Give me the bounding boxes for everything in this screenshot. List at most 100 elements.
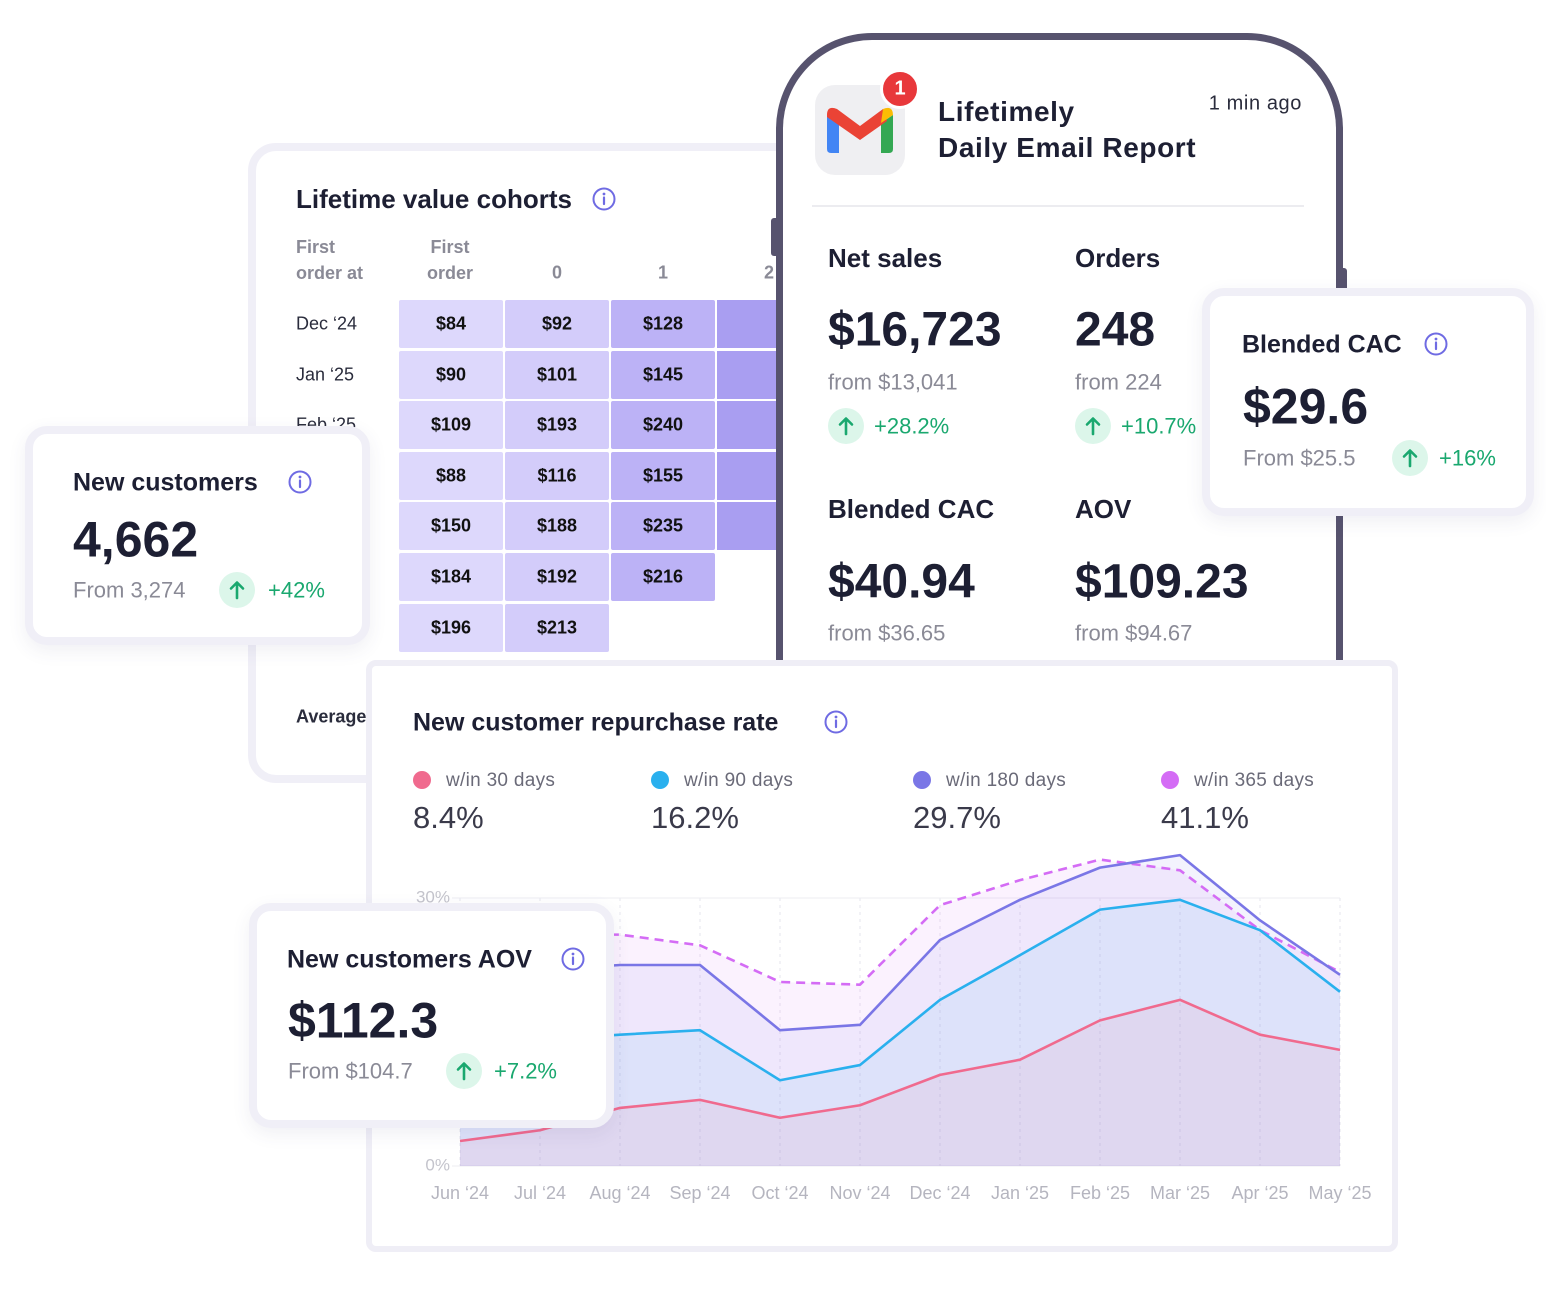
- legend-summary: 16.2%: [651, 800, 739, 836]
- cell-value: $101: [536, 364, 578, 385]
- legend-name: w/in 180 days: [946, 770, 1067, 792]
- cohort-cell: [611, 502, 715, 551]
- badge-count: 1: [894, 77, 906, 100]
- x-tick-label: Feb ‘25: [1070, 1183, 1130, 1203]
- info-dot: [298, 475, 302, 479]
- up-arrow: [456, 1062, 472, 1081]
- row-label: Feb ‘25: [296, 414, 357, 435]
- cohort-cell: [611, 300, 715, 348]
- up-arrow: [1402, 449, 1418, 468]
- metric-previous: from $36.65: [828, 620, 946, 646]
- cell-value: $235: [642, 516, 684, 537]
- cohort-cell: [505, 401, 609, 450]
- legend-dot: [1161, 771, 1179, 789]
- cohort-cell: [611, 350, 715, 399]
- kpi-previous: From $104.7: [288, 1058, 413, 1084]
- cohort-cell: [505, 350, 609, 399]
- x-tick-label: Jun ‘24: [431, 1183, 489, 1203]
- info-circle: [824, 710, 848, 734]
- metric-previous: from $13,041: [828, 369, 958, 395]
- gmail-tile: [815, 85, 905, 175]
- gmail-red: [827, 107, 887, 140]
- gmail-green: [881, 115, 893, 153]
- up-bg: [1392, 440, 1428, 476]
- info-circle: [561, 947, 585, 971]
- x-tick-label: Jan ‘25: [991, 1183, 1049, 1203]
- kpi-change: +7.2%: [494, 1058, 557, 1084]
- cohort-cell: [717, 502, 821, 551]
- cell-value: $88: [435, 465, 467, 486]
- phone-frame: [776, 33, 1343, 733]
- metric-previous: from $94.67: [1075, 620, 1193, 646]
- legend-name: w/in 30 days: [446, 770, 556, 792]
- cohort-cell: [505, 502, 609, 551]
- up-icon: [828, 408, 864, 444]
- info-icon: [592, 187, 616, 211]
- info-dot: [602, 192, 606, 196]
- kpi-value: 4,662: [73, 511, 199, 568]
- up-bg: [1075, 408, 1111, 444]
- info-dot: [834, 715, 838, 719]
- gmail-blue: [827, 115, 839, 153]
- metric-value: 248: [1075, 303, 1156, 357]
- email-subject: Daily Email Report: [938, 131, 1197, 163]
- info-dot: [571, 952, 575, 956]
- cell-value: $128: [642, 313, 684, 334]
- chart-title: New customer repurchase rate: [413, 708, 779, 737]
- cell-value: $90: [435, 364, 467, 385]
- metric-label: Net sales: [828, 243, 943, 274]
- x-tick-label: Mar ‘25: [1150, 1183, 1210, 1203]
- up-bg: [446, 1053, 482, 1089]
- series-line: [459, 858, 1341, 986]
- column-header: 2: [763, 262, 775, 283]
- info-circle: [1424, 332, 1448, 356]
- cohort-cell: [399, 451, 503, 500]
- phone-button: [771, 218, 779, 256]
- series-line: [459, 853, 1341, 1032]
- row-label: Dec ‘24: [296, 313, 358, 334]
- column-header: 0: [551, 262, 563, 283]
- cell-value: $109: [430, 414, 472, 435]
- metric-value: $40.94: [828, 555, 975, 609]
- series-area: [460, 859, 1340, 1166]
- legend-name: w/in 90 days: [684, 770, 794, 792]
- kpi-card: [249, 903, 614, 1128]
- info-circle: [288, 470, 312, 494]
- cell-value: $150: [430, 516, 472, 537]
- cohort-cell: [611, 401, 715, 450]
- legend-summary: 41.1%: [1161, 800, 1249, 836]
- metric-value: $109.23: [1075, 555, 1249, 609]
- cell-value: $193: [536, 414, 578, 435]
- gmail-logo: [827, 107, 893, 153]
- x-tick-label: Oct ‘24: [751, 1183, 808, 1203]
- info-icon: [824, 710, 848, 734]
- chart-card: [366, 660, 1398, 1252]
- up-icon: [1075, 408, 1111, 444]
- metric-change: +10.7%: [1121, 413, 1197, 439]
- cohort-cell: [399, 350, 503, 399]
- cell-value: $213: [536, 617, 578, 638]
- info-icon: [1424, 332, 1448, 356]
- legend-summary: 8.4%: [413, 800, 484, 836]
- kpi-change: +16%: [1439, 445, 1496, 471]
- series-line: [459, 998, 1341, 1143]
- info-circle: [592, 187, 616, 211]
- gmail-yellow: [881, 107, 893, 123]
- cell-value: $192: [536, 566, 578, 587]
- metric-change: +28.2%: [874, 413, 950, 439]
- cell-value: $84: [435, 313, 467, 334]
- cohort-title: Lifetime value cohorts: [296, 184, 572, 215]
- up-arrow: [229, 581, 245, 600]
- cell-value: $184: [430, 566, 472, 587]
- legend-summary: 29.7%: [913, 800, 1001, 836]
- up-bg: [828, 408, 864, 444]
- metric-value: $16,723: [828, 303, 1002, 357]
- legend-dot: [913, 771, 931, 789]
- cohort-cell: [505, 300, 609, 348]
- up-icon: [219, 572, 255, 608]
- cohort-cell: [717, 451, 821, 500]
- x-tick-label: Nov ‘24: [829, 1183, 890, 1203]
- average-label: Average: [296, 706, 367, 727]
- kpi-label: New customers AOV: [287, 945, 532, 974]
